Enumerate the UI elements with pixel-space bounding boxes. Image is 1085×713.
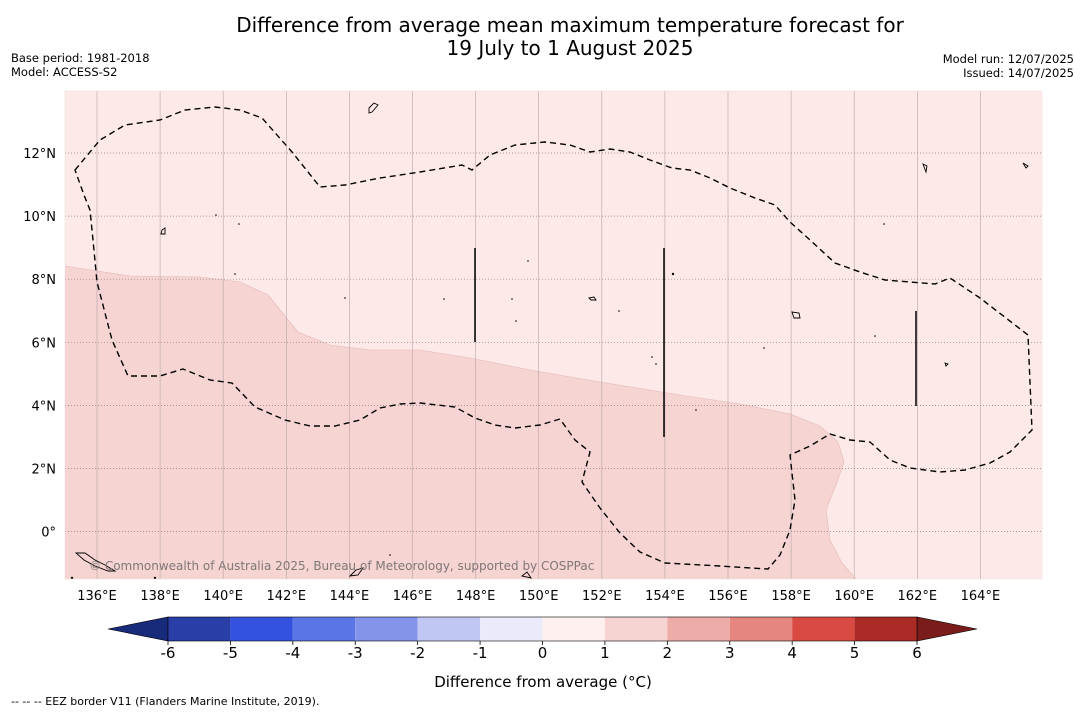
- colorbar-extend-high: [916, 616, 978, 642]
- colorbar-extend-low: [107, 616, 169, 642]
- colorbar-segment: [729, 617, 793, 641]
- latitude-label: 6°N: [32, 336, 57, 351]
- colorbar-segment: [417, 617, 481, 641]
- page-title: Difference from average mean maximum tem…: [0, 14, 1085, 60]
- eez-border: [74, 106, 1033, 570]
- colorbar-segment: [542, 617, 605, 641]
- longitude-label: 150°E: [519, 589, 559, 604]
- title-line-1: Difference from average mean maximum tem…: [236, 13, 904, 37]
- latitude-label: 10°N: [23, 210, 56, 225]
- longitude-label: 158°E: [771, 589, 811, 604]
- colorbar-segment: [604, 617, 668, 641]
- latitude-label: 12°N: [23, 147, 56, 162]
- colorbar-segment: [480, 617, 543, 641]
- colorbar-label: Difference from average (°C): [434, 673, 652, 691]
- longitude-label: 164°E: [961, 589, 1001, 604]
- island-dots: [70, 214, 885, 579]
- latitude-label: 4°N: [32, 399, 57, 414]
- model-run: Model run: 12/07/2025: [942, 52, 1074, 66]
- issued-date: Issued: 14/07/2025: [963, 66, 1074, 80]
- longitude-label: 160°E: [834, 589, 874, 604]
- colorbar-tick-label: -2: [410, 644, 425, 662]
- longitude-label: 140°E: [203, 589, 243, 604]
- colorbar-tick-label: 1: [600, 644, 610, 662]
- eez-footnote: -- -- -- EEZ border V11 (Flanders Marine…: [11, 695, 320, 708]
- base-period: Base period: 1981-2018: [11, 51, 150, 65]
- colorbar-tick-label: 0: [538, 644, 548, 662]
- longitude-label: 136°E: [77, 589, 117, 604]
- longitude-label: 142°E: [267, 589, 307, 604]
- colorbar: -6 -5 -4 -3 -2 -1 0 1 2 3 4 5 6: [107, 616, 978, 662]
- colorbar-tick-label: -1: [473, 644, 488, 662]
- longitude-label: 146°E: [393, 589, 433, 604]
- meta-right: Model run: 12/07/2025 Issued: 14/07/2025: [943, 52, 1074, 80]
- longitude-label: 162°E: [898, 589, 938, 604]
- colorbar-segment: [230, 617, 293, 641]
- longitude-labels: 136°E 138°E 140°E 142°E 144°E 146°E 148°E 150°E…: [77, 589, 1000, 604]
- colorbar-segment: [355, 617, 418, 641]
- colorbar-tick-label: 3: [725, 644, 735, 662]
- map-frame: [64, 90, 1043, 580]
- longitude-label: 138°E: [140, 589, 180, 604]
- meridian-segments: [474, 248, 917, 437]
- longitude-label: 144°E: [330, 589, 370, 604]
- colorbar-tick-label: -5: [223, 644, 238, 662]
- colorbar-segment: [168, 617, 231, 641]
- islands: [74, 102, 1029, 579]
- colorbar-segment: [792, 617, 855, 641]
- longitude-label: 154°E: [645, 589, 685, 604]
- latitude-label: 2°N: [32, 463, 57, 478]
- colorbar-tick-label: 5: [850, 644, 860, 662]
- latitude-labels: 12°N 10°N 8°N 6°N 4°N 2°N 0°: [23, 147, 56, 541]
- colorbar-tick-label: -3: [348, 644, 363, 662]
- warm-anomaly-region: [65, 265, 857, 579]
- colorbar-tick-label: -6: [161, 644, 176, 662]
- colorbar-tick-label: -4: [285, 644, 300, 662]
- colorbar-segment: [667, 617, 730, 641]
- latitude-label: 8°N: [32, 273, 57, 288]
- title-line-2: 19 July to 1 August 2025: [446, 36, 694, 60]
- model-name: Model: ACCESS-S2: [11, 65, 118, 79]
- colorbar-tick-label: 4: [787, 644, 797, 662]
- meta-left: Base period: 1981-2018 Model: ACCESS-S2: [11, 51, 150, 79]
- latitude-label: 0°: [41, 526, 56, 541]
- map-area: [65, 91, 1042, 579]
- copyright-notice: © Commonwealth of Australia 2025, Bureau…: [89, 559, 594, 573]
- longitude-label: 152°E: [582, 589, 622, 604]
- colorbar-segment: [854, 617, 917, 641]
- longitude-label: 148°E: [456, 589, 496, 604]
- colorbar-tick-label: 6: [912, 644, 922, 662]
- longitude-label: 156°E: [708, 589, 748, 604]
- colorbar-tick-label: 2: [663, 644, 673, 662]
- colorbar-segment: [292, 617, 356, 641]
